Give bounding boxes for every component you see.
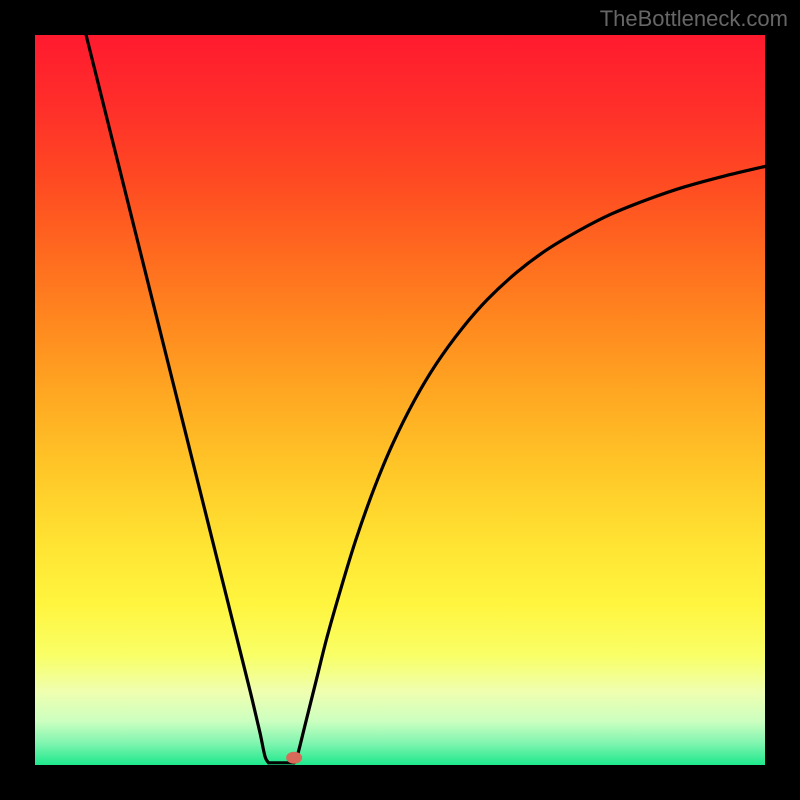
bottleneck-chart — [0, 0, 800, 800]
watermark-text: TheBottleneck.com — [600, 6, 788, 32]
bottleneck-marker — [286, 752, 302, 764]
plot-area — [35, 35, 765, 765]
